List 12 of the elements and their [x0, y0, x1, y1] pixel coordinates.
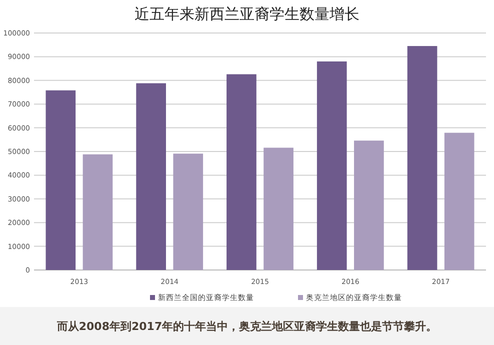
bar: [46, 90, 76, 270]
bar: [136, 83, 166, 270]
bar: [407, 46, 438, 270]
bar: [444, 132, 474, 270]
chart-title: 近五年来新西兰亚裔学生数量增长: [134, 5, 360, 23]
bar: [173, 154, 204, 270]
bar: [82, 154, 113, 270]
bar: [226, 74, 256, 270]
text: 而从2008年到2017年的十年当中，奥克兰地区亚裔学生数量也是节节攀升。: [56, 320, 438, 333]
bar: [264, 148, 294, 270]
bar: [354, 140, 384, 270]
bar: [316, 61, 347, 270]
